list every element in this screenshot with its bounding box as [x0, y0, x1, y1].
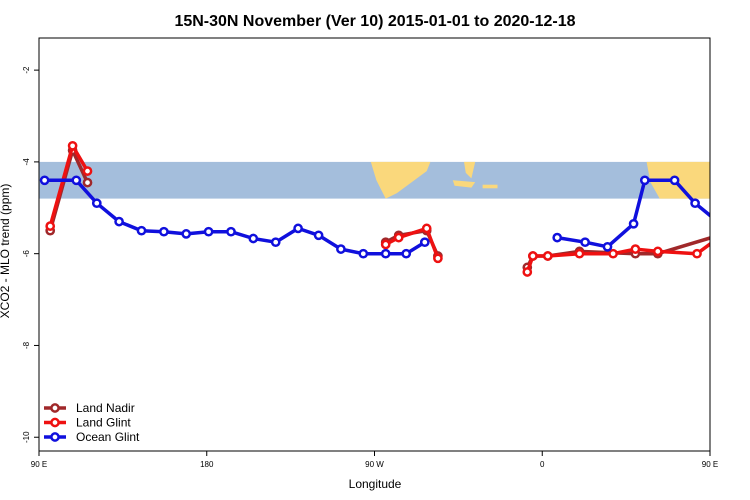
world-map-band: [39, 161, 710, 199]
data-point: [82, 166, 93, 176]
data-point: [45, 221, 56, 231]
legend-label: Land Glint: [76, 416, 131, 430]
y-tick-label: -10: [22, 431, 31, 443]
y-tick-label: -8: [22, 341, 31, 349]
data-point: [552, 232, 563, 243]
data-point: [528, 251, 538, 261]
data-point: [692, 248, 702, 259]
data-point: [71, 175, 82, 186]
data-point: [669, 175, 680, 186]
x-axis-label: Longitude: [349, 477, 402, 491]
data-point: [522, 267, 533, 277]
data-point: [731, 227, 738, 234]
x-tick-label: 180: [200, 460, 214, 469]
series-ocean-glint: [39, 175, 743, 259]
data-point: [574, 248, 585, 259]
data-point: [602, 241, 613, 252]
x-tick-label: 90 W: [365, 460, 384, 469]
land-mass: [482, 184, 498, 189]
data-point: [714, 218, 721, 225]
data-point: [690, 198, 700, 209]
data-point: [731, 223, 738, 230]
data-point: [401, 248, 412, 259]
data-point: [542, 251, 553, 261]
data-point: [82, 177, 93, 188]
data-point: [136, 225, 147, 236]
series-land-glint: [45, 140, 738, 277]
series-line: [556, 178, 710, 249]
data-point: [293, 223, 303, 234]
data-point: [421, 223, 432, 234]
y-axis-label: XCO2 - MLO trend (ppm): [0, 184, 12, 319]
land-mass: [370, 161, 431, 199]
data-point: [433, 253, 443, 264]
data-point: [736, 227, 743, 234]
y-tick-label: -2: [22, 66, 31, 74]
data-point: [313, 230, 324, 241]
data-point: [159, 226, 169, 237]
data-point: [630, 244, 641, 254]
x-tick-label: 90 E: [31, 460, 47, 469]
legend-marker: [50, 432, 60, 442]
data-point: [248, 233, 259, 244]
x-tick-label: 0: [540, 460, 545, 469]
land-mass: [464, 161, 476, 179]
y-tick-label: -4: [22, 158, 31, 166]
data-point: [226, 226, 236, 237]
series-layer: [39, 140, 743, 277]
legend-marker: [50, 417, 60, 428]
x-tick-label: 90 E: [702, 460, 718, 469]
y-tick-label: -6: [22, 250, 31, 258]
data-point: [580, 237, 590, 248]
y-axis: -2 -4 -6 -8 -10: [22, 66, 39, 443]
data-point: [203, 226, 214, 237]
data-point: [393, 232, 404, 243]
series-line: [384, 226, 440, 259]
data-point: [114, 216, 124, 227]
legend-label: Ocean Glint: [76, 430, 140, 444]
x-axis: 90 E 180 90 W 0 90 E: [31, 451, 718, 469]
data-point: [336, 244, 346, 254]
data-point: [67, 140, 78, 151]
data-point: [181, 229, 192, 239]
data-point: [380, 248, 391, 259]
data-point: [358, 248, 369, 259]
data-point: [639, 175, 650, 186]
data-point: [91, 198, 102, 209]
data-point: [652, 246, 663, 257]
chart-title: 15N-30N November (Ver 10) 2015-01-01 to …: [174, 13, 575, 30]
legend-label: Land Nadir: [76, 401, 135, 415]
data-point: [380, 239, 391, 250]
data-point: [608, 248, 618, 259]
data-point: [628, 218, 639, 229]
land-mass: [452, 180, 476, 188]
data-point: [270, 237, 281, 248]
data-point: [39, 175, 50, 186]
data-point: [419, 237, 430, 248]
legend-marker: [50, 403, 60, 413]
